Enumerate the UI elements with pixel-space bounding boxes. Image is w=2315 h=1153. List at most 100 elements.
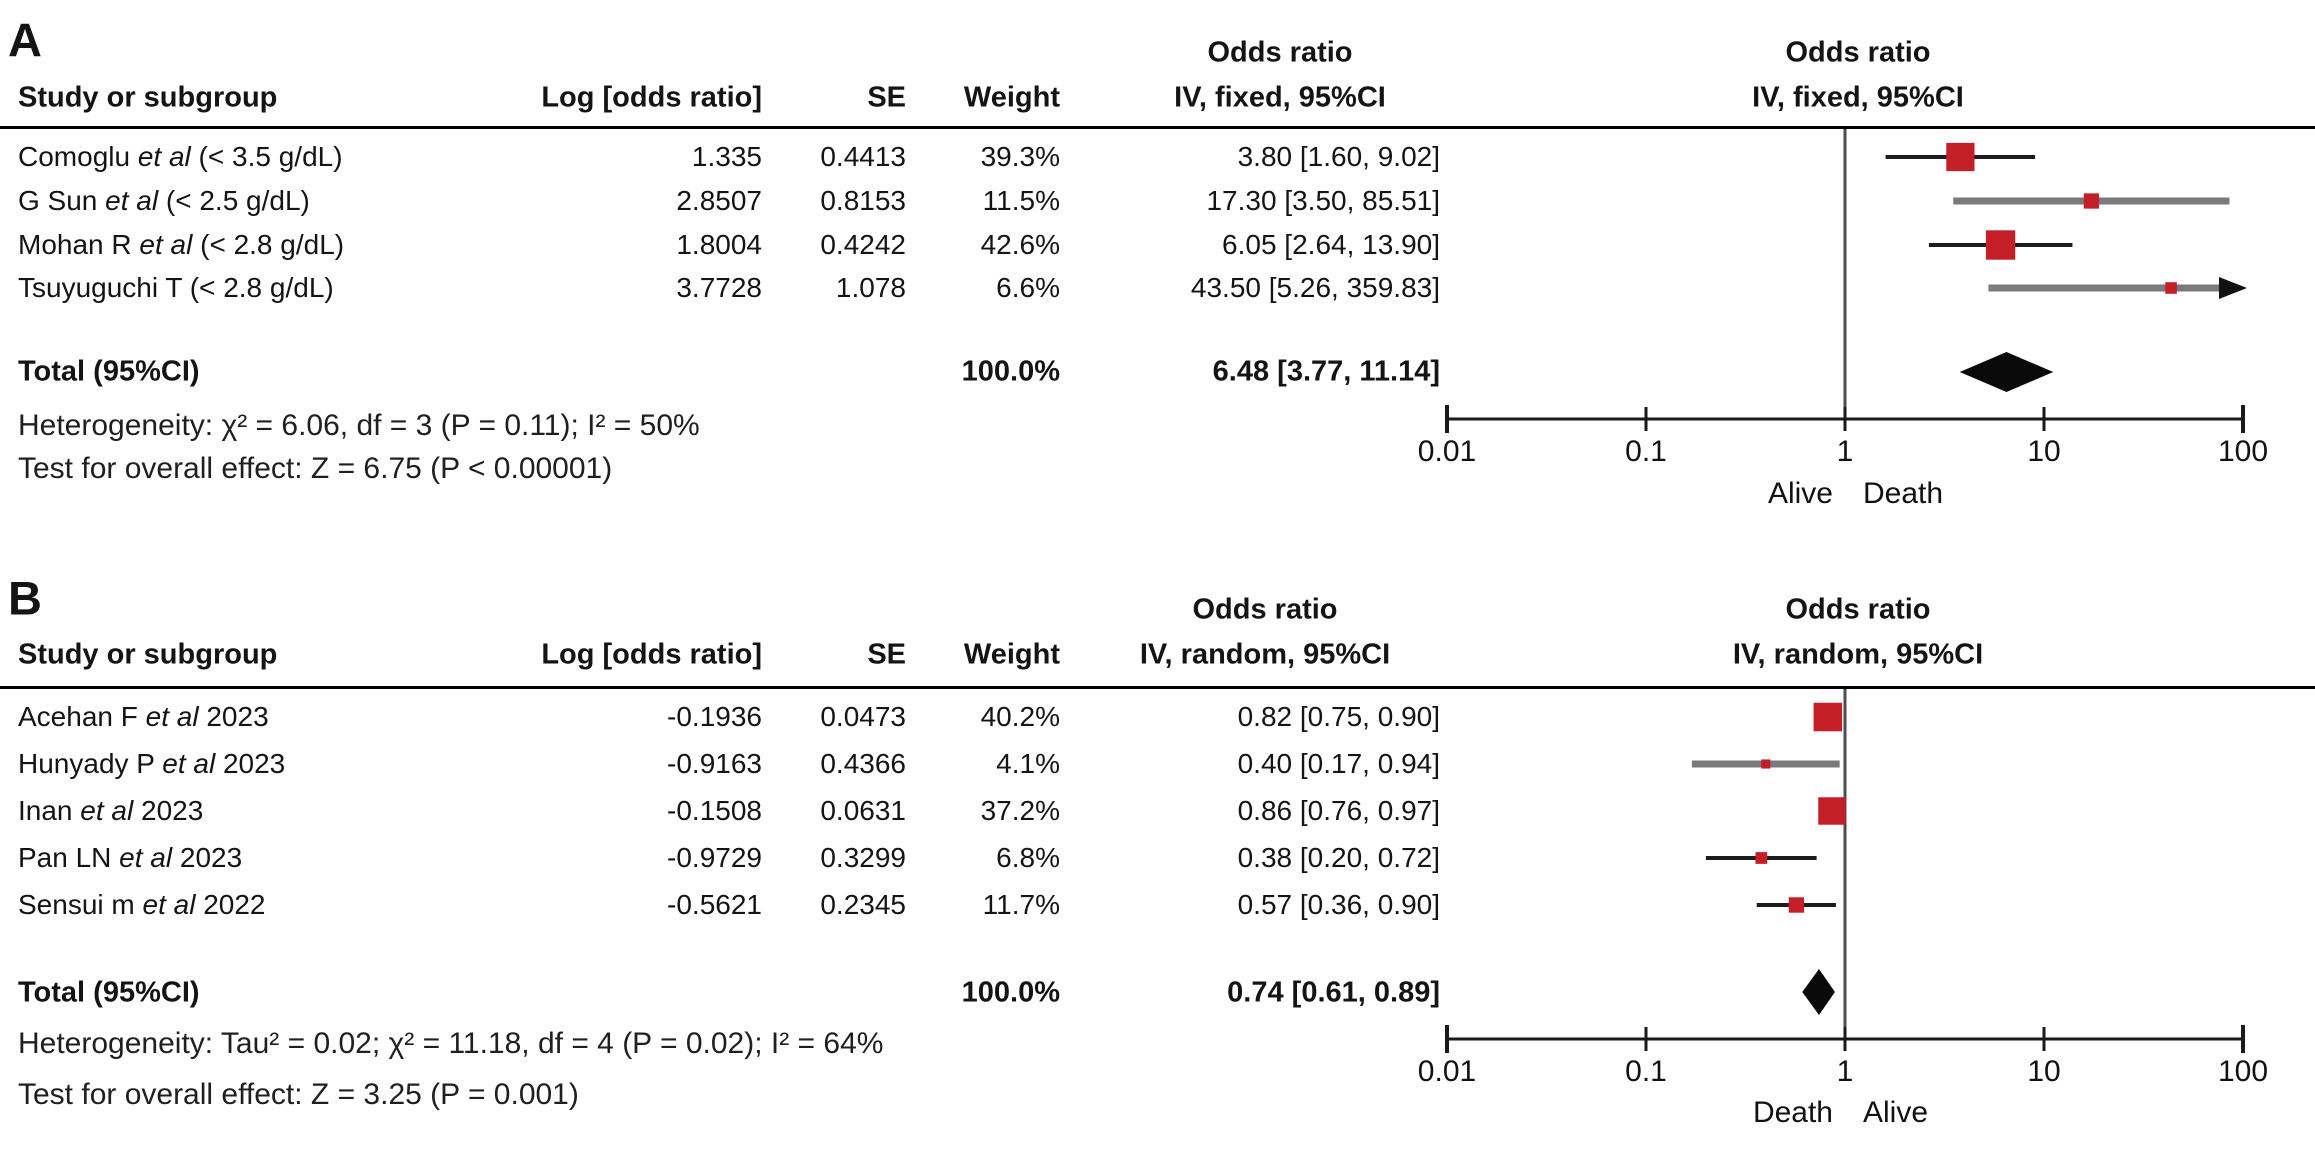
column-header-se-a: SE bbox=[867, 81, 906, 114]
study-name-cell: Comoglu et al (< 3.5 g/dL) bbox=[18, 141, 343, 172]
pooled-diamond bbox=[1802, 969, 1835, 1015]
odds-ratio-header-text-column-a: Odds ratio bbox=[1207, 36, 1353, 69]
pooled-diamond bbox=[1959, 352, 2054, 392]
weight-cell: 6.8% bbox=[996, 842, 1060, 873]
study-name-cell: Tsuyuguchi T (< 2.8 g/dL) bbox=[18, 272, 334, 303]
column-header-log-or-a: Log [odds ratio] bbox=[541, 81, 762, 114]
log-odds-ratio-cell: 2.8507 bbox=[676, 185, 762, 216]
log-odds-ratio-cell: -0.1508 bbox=[667, 795, 762, 826]
header-divider-a bbox=[0, 126, 2315, 129]
weight-cell: 6.6% bbox=[996, 272, 1060, 303]
se-cell: 0.4413 bbox=[820, 141, 906, 172]
effect-square bbox=[1755, 852, 1768, 864]
log-odds-ratio-cell: -0.9163 bbox=[667, 748, 762, 779]
panel-a-label: A bbox=[8, 13, 42, 67]
x-axis-tick-label: 0.1 bbox=[1625, 435, 1667, 468]
heterogeneity-line-a: Heterogeneity: χ² = 6.06, df = 3 (P = 0.… bbox=[18, 409, 700, 442]
total-weight-a: 100.0% bbox=[961, 355, 1060, 388]
column-header-log-or-b: Log [odds ratio] bbox=[541, 638, 762, 671]
column-header-se-b: SE bbox=[867, 638, 906, 671]
weight-cell: 37.2% bbox=[980, 795, 1060, 826]
favours-right-label: Alive bbox=[1863, 1096, 1928, 1129]
study-name-cell: Pan LN et al 2023 bbox=[18, 842, 243, 873]
column-header-weight-a: Weight bbox=[963, 81, 1060, 114]
model-header-plot-column-b: IV, random, 95%CI bbox=[1732, 638, 1984, 671]
study-name-cell: G Sun et al (< 2.5 g/dL) bbox=[18, 185, 310, 216]
panel-b-label: B bbox=[8, 571, 42, 625]
x-axis-tick-label: 0.1 bbox=[1625, 1055, 1667, 1088]
effect-square bbox=[2165, 282, 2177, 294]
ci-truncation-arrow-icon bbox=[2219, 277, 2247, 299]
weight-cell: 4.1% bbox=[996, 748, 1060, 779]
weight-cell: 40.2% bbox=[980, 701, 1060, 732]
total-ci-a: 6.48 [3.77, 11.14] bbox=[1212, 355, 1440, 388]
favours-right-label: Death bbox=[1863, 477, 1943, 510]
study-name-cell: Mohan R et al (< 2.8 g/dL) bbox=[18, 229, 345, 260]
model-header-plot-column-a: IV, fixed, 95%CI bbox=[1752, 81, 1964, 114]
overall-effect-line-a: Test for overall effect: Z = 6.75 (P < 0… bbox=[18, 452, 613, 485]
se-cell: 0.0473 bbox=[820, 701, 906, 732]
x-axis-tick-label: 10 bbox=[2027, 435, 2060, 468]
weight-cell: 42.6% bbox=[980, 229, 1060, 260]
effect-square bbox=[1818, 797, 1846, 825]
se-cell: 0.2345 bbox=[820, 889, 906, 920]
weight-cell: 11.7% bbox=[982, 889, 1060, 920]
se-cell: 1.078 bbox=[835, 272, 906, 303]
odds-ratio-ci-cell: 0.86 [0.76, 0.97] bbox=[1237, 795, 1440, 826]
log-odds-ratio-cell: 1.8004 bbox=[676, 229, 762, 260]
weight-cell: 39.3% bbox=[980, 141, 1060, 172]
study-name-cell: Acehan F et al 2023 bbox=[18, 701, 269, 732]
column-header-weight-b: Weight bbox=[963, 638, 1060, 671]
se-cell: 0.4366 bbox=[820, 748, 906, 779]
odds-ratio-header-plot-column-b: Odds ratio bbox=[1785, 593, 1931, 626]
overall-effect-line-b: Test for overall effect: Z = 3.25 (P = 0… bbox=[18, 1078, 579, 1111]
column-header-study-a: Study or subgroup bbox=[18, 81, 278, 114]
odds-ratio-ci-cell: 0.57 [0.36, 0.90] bbox=[1237, 889, 1440, 920]
effect-square bbox=[2083, 193, 2100, 209]
x-axis-tick-label: 0.01 bbox=[1418, 435, 1476, 468]
x-axis-tick-label: 100 bbox=[2218, 1055, 2268, 1088]
total-weight-b: 100.0% bbox=[961, 976, 1060, 1009]
log-odds-ratio-cell: -0.9729 bbox=[667, 842, 762, 873]
log-odds-ratio-cell: -0.1936 bbox=[667, 701, 762, 732]
effect-square bbox=[1985, 230, 2016, 260]
effect-square bbox=[1788, 897, 1805, 913]
odds-ratio-ci-cell: 43.50 [5.26, 359.83] bbox=[1190, 272, 1440, 303]
odds-ratio-ci-cell: 0.40 [0.17, 0.94] bbox=[1237, 748, 1440, 779]
odds-ratio-ci-cell: 3.80 [1.60, 9.02] bbox=[1237, 141, 1440, 172]
log-odds-ratio-cell: -0.5621 bbox=[667, 889, 762, 920]
x-axis-tick-label: 0.01 bbox=[1418, 1055, 1476, 1088]
study-name-cell: Hunyady P et al 2023 bbox=[18, 748, 286, 779]
favours-left-label: Alive bbox=[1768, 477, 1833, 510]
odds-ratio-ci-cell: 17.30 [3.50, 85.51] bbox=[1206, 185, 1440, 216]
column-header-study-b: Study or subgroup bbox=[18, 638, 278, 671]
se-cell: 0.3299 bbox=[820, 842, 906, 873]
odds-ratio-ci-cell: 0.82 [0.75, 0.90] bbox=[1237, 701, 1440, 732]
se-cell: 0.4242 bbox=[820, 229, 906, 260]
heterogeneity-line-b: Heterogeneity: Tau² = 0.02; χ² = 11.18, … bbox=[18, 1027, 884, 1060]
odds-ratio-header-text-column-b: Odds ratio bbox=[1192, 593, 1338, 626]
se-cell: 0.8153 bbox=[820, 185, 906, 216]
total-label-b: Total (95%CI) bbox=[18, 976, 200, 1009]
x-axis-tick-label: 100 bbox=[2218, 435, 2268, 468]
effect-square bbox=[1813, 702, 1843, 732]
odds-ratio-ci-cell: 0.38 [0.20, 0.72] bbox=[1237, 842, 1440, 873]
x-axis-tick-label: 10 bbox=[2027, 1055, 2060, 1088]
x-axis-tick-label: 1 bbox=[1837, 435, 1854, 468]
weight-cell: 11.5% bbox=[982, 185, 1060, 216]
study-name-cell: Sensui m et al 2022 bbox=[18, 889, 266, 920]
log-odds-ratio-cell: 1.335 bbox=[691, 141, 762, 172]
effect-square bbox=[1946, 142, 1975, 172]
study-name-cell: Inan et al 2023 bbox=[18, 795, 204, 826]
log-odds-ratio-cell: 3.7728 bbox=[676, 272, 762, 303]
header-divider-b bbox=[0, 686, 2315, 689]
total-ci-b: 0.74 [0.61, 0.89] bbox=[1227, 976, 1440, 1009]
x-axis-tick-label: 1 bbox=[1837, 1055, 1854, 1088]
model-header-text-column-b: IV, random, 95%CI bbox=[1139, 638, 1391, 671]
odds-ratio-ci-cell: 6.05 [2.64, 13.90] bbox=[1222, 229, 1440, 260]
effect-square bbox=[1761, 759, 1771, 769]
model-header-text-column-a: IV, fixed, 95%CI bbox=[1174, 81, 1386, 114]
favours-left-label: Death bbox=[1753, 1096, 1833, 1129]
